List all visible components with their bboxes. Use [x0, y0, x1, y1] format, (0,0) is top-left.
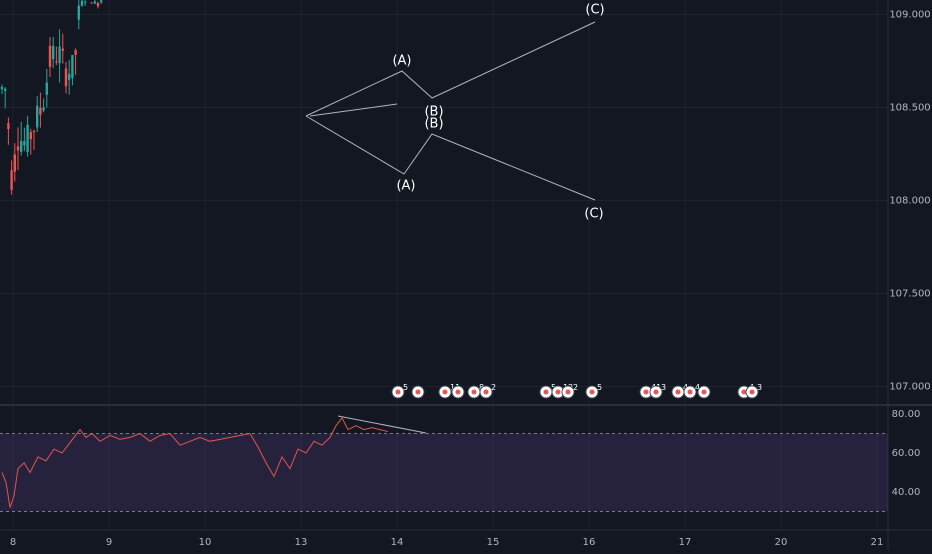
rsi-line [1, 416, 389, 508]
event-flag-dot [455, 389, 461, 395]
candle-body [0, 86, 4, 90]
rsi-tick-label: 80.00 [892, 409, 921, 420]
axis-layer: 107.000107.500108.000108.500109.000109.5… [10, 10, 931, 549]
candle-body [96, 2, 100, 7]
event-flag-dot [555, 389, 561, 395]
event-flag-dot [442, 389, 448, 395]
candle-body [68, 73, 71, 80]
candles-layer [0, 0, 103, 195]
candle-body [48, 45, 52, 67]
elliott-wave-line-2[interactable] [309, 103, 398, 117]
wave-layer: (A) (B) (C) (A) (B) (C) [305, 3, 605, 222]
price-tick-label: 107.000 [889, 382, 930, 393]
event-flag-dot [749, 389, 755, 395]
candle-body [80, 0, 84, 6]
wave-label: (B) [424, 117, 443, 132]
event-count-label: 2 [491, 383, 496, 392]
time-tick-label: 8 [10, 537, 16, 548]
event-flag-dot [471, 389, 477, 395]
event-count-label: 5 [403, 383, 408, 392]
candle-body [13, 154, 16, 172]
event-flag-dot [565, 389, 571, 395]
candle-body [20, 140, 23, 152]
event-flag-dot [675, 389, 681, 395]
event-flag-dot [415, 389, 421, 395]
rsi-layer [0, 415, 888, 512]
event-flag-dot [687, 389, 693, 395]
price-tick-label: 108.000 [889, 196, 930, 207]
wave-label: (B) [424, 105, 443, 120]
candle-body [36, 105, 39, 128]
event-count-label: 3 [757, 383, 762, 392]
event-flag-dot [643, 389, 649, 395]
event-count-label: 2 [573, 383, 578, 392]
candle-body [29, 131, 32, 140]
wave-label: (C) [585, 3, 604, 18]
candle-body [84, 1, 87, 3]
event-flag-dot [653, 389, 659, 395]
time-tick-label: 10 [199, 537, 212, 548]
rsi-divergence-line[interactable] [337, 415, 427, 434]
candle-body [4, 88, 7, 91]
elliott-wave-line-1[interactable] [305, 21, 596, 117]
wave-label: (C) [584, 207, 603, 222]
time-tick-label: 13 [295, 537, 308, 548]
event-flag-dot [483, 389, 489, 395]
event-count-label: 3 [661, 383, 666, 392]
candle-body [58, 46, 61, 64]
event-flag-dot [543, 389, 549, 395]
event-flag-dot [701, 389, 707, 395]
candle-body [32, 131, 36, 133]
wave-label: (A) [392, 54, 411, 69]
rsi-tick-label: 60.00 [892, 448, 921, 459]
time-tick-label: 21 [871, 537, 884, 548]
candle-body [100, 0, 103, 3]
candle-body [39, 107, 42, 115]
candle-body [64, 68, 68, 87]
price-tick-label: 107.500 [889, 289, 930, 300]
event-flag-dot [741, 389, 747, 395]
candle-body [52, 45, 55, 60]
price-tick-label: 109.000 [889, 10, 930, 21]
candle-body [26, 124, 29, 153]
elliott-wave-line-3[interactable] [305, 115, 596, 201]
event-count-label: 4 [695, 383, 700, 392]
time-tick-label: 16 [583, 537, 596, 548]
event-flag-dot [395, 389, 401, 395]
candle-body [42, 107, 45, 111]
wave-label: (A) [396, 179, 415, 194]
events-layer: 51182512254134443 [391, 383, 762, 399]
time-tick-label: 14 [391, 537, 404, 548]
candle-body [90, 2, 93, 4]
time-tick-label: 15 [487, 537, 500, 548]
time-tick-label: 9 [106, 537, 112, 548]
rsi-tick-label: 40.00 [892, 487, 921, 498]
candle-body [61, 48, 64, 51]
candle-body [45, 82, 48, 95]
rsi-band [0, 433, 888, 512]
event-flag-dot [589, 389, 595, 395]
candle-body [77, 5, 80, 20]
candle-body [93, 1, 96, 4]
candle-body [55, 61, 58, 63]
time-tick-label: 20 [775, 537, 788, 548]
candle-body [10, 170, 13, 190]
candle-body [74, 50, 77, 55]
price-tick-label: 108.500 [889, 103, 930, 114]
candle-body [7, 123, 10, 130]
candle-body [23, 141, 26, 146]
candle-body [16, 146, 20, 151]
candle-body [71, 55, 74, 79]
event-count-label: 5 [597, 383, 602, 392]
time-tick-label: 17 [679, 537, 692, 548]
